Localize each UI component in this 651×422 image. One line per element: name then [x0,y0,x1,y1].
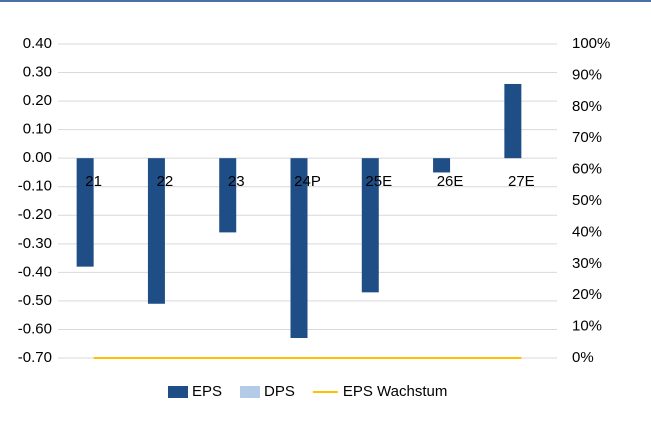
y-tick-label: -0.70 [18,349,52,366]
y2-tick-label: 10% [572,318,602,335]
bar [147,158,165,304]
y2-tick-label: 90% [572,66,602,83]
x-tick-label: 22 [157,173,174,190]
bar [504,83,522,159]
x-tick-label: 23 [228,173,245,190]
bar [361,158,379,293]
y2-tick-label: 60% [572,161,602,178]
y2-tick-label: 70% [572,129,602,146]
legend-label: DPS [264,383,295,400]
y-tick-label: 0.30 [23,64,52,81]
bar [219,158,237,233]
y-tick-label: -0.30 [18,235,52,252]
y2-tick-label: 80% [572,98,602,115]
x-tick-label: 21 [85,173,102,190]
y-tick-label: 0.00 [23,149,52,166]
y2-tick-label: 100% [572,35,610,52]
bar [290,158,308,339]
y-tick-label: 0.10 [23,121,52,138]
legend-label: EPS [192,383,222,400]
legend-swatch [168,386,188,398]
legend-swatch [240,386,261,398]
y2-tick-label: 50% [572,192,602,209]
y-tick-label: -0.40 [18,263,52,280]
bar [433,158,451,173]
y-tick-label: 0.20 [23,92,52,109]
y-tick-label: -0.60 [18,320,52,337]
y2-tick-label: 30% [572,255,602,272]
legend-label: EPS Wachstum [343,383,447,400]
x-tick-label: 24P [294,173,321,190]
y-tick-label: 0.40 [23,35,52,52]
y-tick-label: -0.50 [18,292,52,309]
bar [76,158,94,267]
y-tick-label: -0.20 [18,206,52,223]
x-tick-label: 27E [508,173,535,190]
y2-tick-label: 40% [572,223,602,240]
y2-tick-label: 20% [572,286,602,303]
x-tick-label: 25E [365,173,392,190]
top-border [0,0,651,2]
y-tick-label: -0.10 [18,178,52,195]
x-tick-label: 26E [437,173,464,190]
y2-tick-label: 0% [572,349,594,366]
